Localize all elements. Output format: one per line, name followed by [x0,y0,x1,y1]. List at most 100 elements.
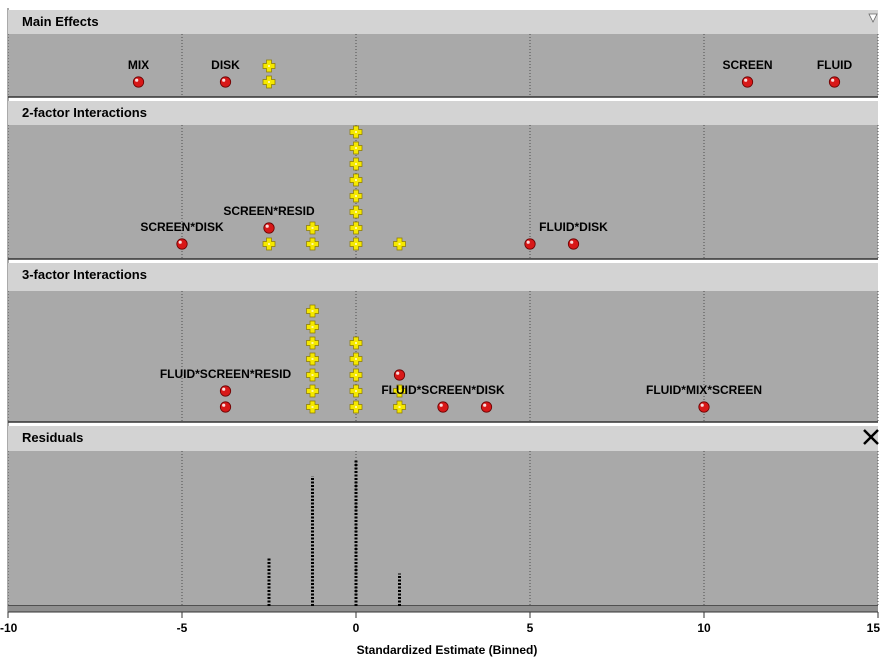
panel-title: 3-factor Interactions [22,267,147,282]
point-highlight [396,371,400,375]
point-highlight [526,240,530,244]
insignificant-effect-point [349,141,363,155]
point-cross-center [311,243,314,245]
insignificant-effect-point [306,237,319,251]
point-sphere [741,76,754,88]
significant-effect-point [741,76,754,88]
panel-header [8,101,878,125]
point-cross-center [355,243,357,245]
effect-label: FLUID*MIX*SCREEN [646,383,762,397]
point-cross-center [311,390,314,392]
panel-title: 2-factor Interactions [22,105,147,120]
point-cross-center [398,390,401,392]
point-highlight [700,403,704,407]
insignificant-effect-point [349,157,363,171]
point-sphere [132,76,145,88]
panel-plot-area [8,125,878,259]
point-sphere [480,401,493,413]
panel-main-effects: Main Effects MIX DISK SCREEN FLUID [7,10,879,98]
insignificant-effect-point [393,384,406,398]
point-cross-center [355,163,357,165]
point-cross-center [311,406,314,408]
panel-title: Residuals [22,430,83,445]
point-sphere [393,369,406,381]
significant-effect-point [393,369,406,381]
insignificant-effect-point [349,221,363,235]
panels: Main Effects MIX DISK SCREEN FLUID 2-factor I… [7,8,879,612]
insignificant-effect-point [349,336,363,350]
insignificant-effect-point [393,400,406,414]
significant-effect-point [480,401,493,413]
x-tick-label: 5 [527,621,534,635]
significant-effect-point [219,401,232,413]
insignificant-effect-point [262,59,276,73]
point-cross-center [355,406,357,408]
insignificant-effect-point [306,320,319,334]
effect-label: MIX [128,58,149,72]
panel-plot-area [8,451,878,606]
point-sphere [176,238,188,250]
insignificant-effect-point [306,368,319,382]
point-cross-center [355,374,357,376]
point-highlight [222,387,226,391]
effect-label: FLUID*SCREEN*DISK [381,383,505,397]
x-tick-label: -5 [177,621,188,635]
point-cross-center [355,179,357,181]
point-cross-center [311,358,314,360]
point-highlight [439,403,443,407]
panel-3-factor-interactions: 3-factor Interactions FLUID*SCREEN*RESID F… [7,263,879,423]
point-sphere [828,76,841,88]
effect-label: SCREEN [722,58,772,72]
panel-header [8,426,878,451]
point-highlight [570,240,574,244]
point-cross-center [311,310,314,312]
effect-label: FLUID*SCREEN*RESID [160,367,292,381]
residual-baseline [8,606,878,612]
point-sphere [219,401,232,413]
point-cross-center [355,131,357,133]
panel-residuals: Residuals [7,426,879,612]
point-highlight [222,78,226,82]
insignificant-effect-point [306,352,319,366]
triangle-down-icon[interactable] [868,13,878,23]
insignificant-effect-point [349,384,363,398]
point-highlight [135,78,139,82]
point-sphere [263,222,275,234]
significant-effect-point [437,401,449,413]
significant-effect-point [828,76,841,88]
insignificant-effect-point [306,304,319,318]
close-x-stroke [863,429,879,445]
effect-label: SCREEN*DISK [140,220,224,234]
point-cross-center [311,326,314,328]
panel-header [8,263,878,291]
point-cross-center [355,147,357,149]
point-highlight [222,403,226,407]
insignificant-effect-point [349,368,363,382]
significant-effect-point [524,238,536,250]
point-cross-center [355,195,357,197]
point-highlight [483,403,487,407]
effect-label: DISK [211,58,240,72]
point-cross-center [311,374,314,376]
point-cross-center [311,342,314,344]
insignificant-effect-point [349,189,363,203]
point-highlight [831,78,835,82]
insignificant-effect-point [349,205,363,219]
panel-plot-area [8,291,878,422]
x-axis: -10 -5 0 5 10 15 [0,611,880,635]
insignificant-effect-point [306,384,319,398]
significant-effect-point [698,401,710,413]
panel-plot-area [8,34,878,97]
insignificant-effect-point [349,237,363,251]
point-cross-center [268,81,270,83]
significant-effect-point [176,238,188,250]
significant-effect-point [567,238,580,250]
point-sphere [219,76,232,88]
panel-2-factor-interactions: 2-factor Interactions SCREEN*DISK SCREEN*R… [7,101,879,260]
effect-label: FLUID [817,58,853,72]
insignificant-effect-point [262,75,276,89]
close-x-icon[interactable] [863,429,879,445]
x-axis-title: Standardized Estimate (Binned) [357,643,538,657]
point-highlight [265,224,269,228]
point-cross-center [268,65,270,67]
